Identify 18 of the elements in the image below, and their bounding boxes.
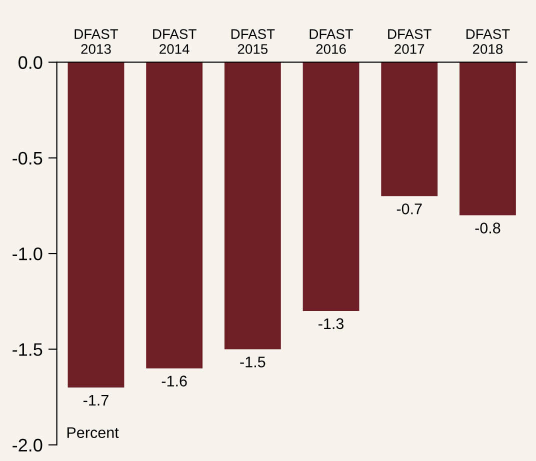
y-tick-label: -0.5 [12,152,42,165]
x-tick-label: DFAST 2013 [74,29,118,54]
x-tick-label: DFAST 2014 [153,29,196,54]
y-tick-label: 0.0 [18,56,42,69]
data-label: -1.3 [318,318,344,330]
x-tick-label: DFAST 2015 [231,29,275,54]
x-tick-label: DFAST 2017 [388,29,432,54]
y-tick-label: -1.0 [12,247,42,260]
data-label: -1.6 [162,376,187,387]
y-tick-label: -2.0 [12,438,42,452]
data-label: -1.7 [84,394,108,406]
annotation: Percent [67,427,119,438]
data-label: -0.8 [475,222,500,234]
x-tick-label: DFAST 2018 [466,29,510,54]
data-label: -1.5 [240,356,266,368]
x-tick-label: DFAST 2016 [310,29,354,54]
y-tick-label: -1.5 [12,343,42,356]
data-label: -0.7 [396,204,422,214]
